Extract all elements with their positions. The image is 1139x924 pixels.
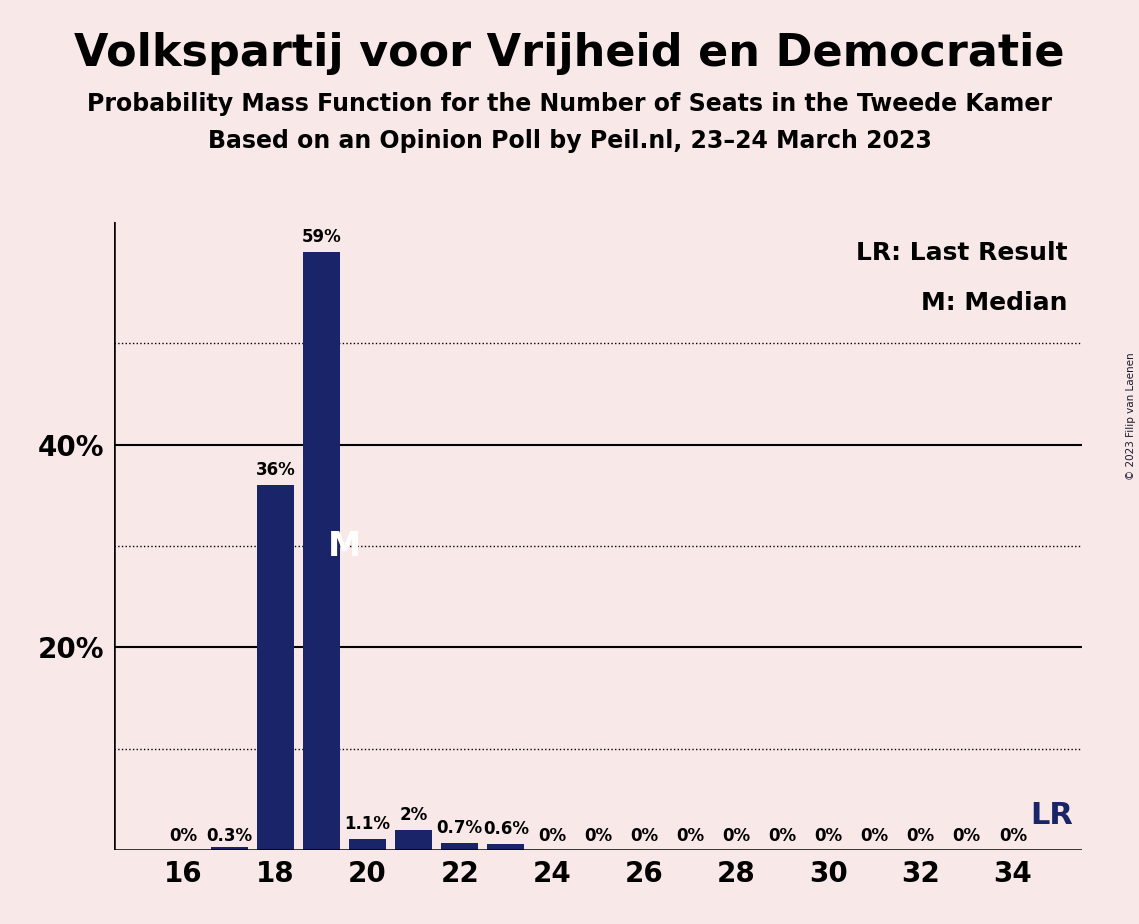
Text: 0.6%: 0.6% (483, 820, 528, 838)
Text: 0%: 0% (769, 827, 796, 845)
Text: M: M (328, 529, 361, 563)
Text: M: Median: M: Median (921, 291, 1067, 315)
Bar (395, 830, 432, 850)
Text: 0%: 0% (630, 827, 658, 845)
Text: 0%: 0% (538, 827, 566, 845)
Text: Based on an Opinion Poll by Peil.nl, 23–24 March 2023: Based on an Opinion Poll by Peil.nl, 23–… (207, 129, 932, 153)
Text: 0.3%: 0.3% (206, 827, 252, 845)
Text: 0%: 0% (677, 827, 704, 845)
Text: © 2023 Filip van Laenen: © 2023 Filip van Laenen (1126, 352, 1136, 480)
Text: Probability Mass Function for the Number of Seats in the Tweede Kamer: Probability Mass Function for the Number… (87, 92, 1052, 116)
Text: 59%: 59% (302, 228, 342, 246)
Text: 1.1%: 1.1% (344, 815, 391, 833)
Text: 0%: 0% (907, 827, 935, 845)
Text: Volkspartij voor Vrijheid en Democratie: Volkspartij voor Vrijheid en Democratie (74, 32, 1065, 76)
Bar (349, 839, 386, 850)
Text: 0%: 0% (861, 827, 888, 845)
Text: 0%: 0% (169, 827, 197, 845)
Bar (441, 843, 478, 850)
Text: 2%: 2% (400, 806, 427, 823)
Text: 0%: 0% (814, 827, 843, 845)
Text: 0%: 0% (722, 827, 751, 845)
Text: 0%: 0% (584, 827, 612, 845)
Bar (211, 847, 247, 850)
Bar (487, 844, 524, 850)
Text: LR: LR (1030, 801, 1073, 830)
Bar (303, 252, 339, 850)
Bar (256, 485, 294, 850)
Text: 0.7%: 0.7% (436, 819, 483, 837)
Text: 36%: 36% (255, 461, 295, 480)
Text: LR: Last Result: LR: Last Result (855, 240, 1067, 264)
Text: 0%: 0% (999, 827, 1027, 845)
Text: 0%: 0% (952, 827, 981, 845)
